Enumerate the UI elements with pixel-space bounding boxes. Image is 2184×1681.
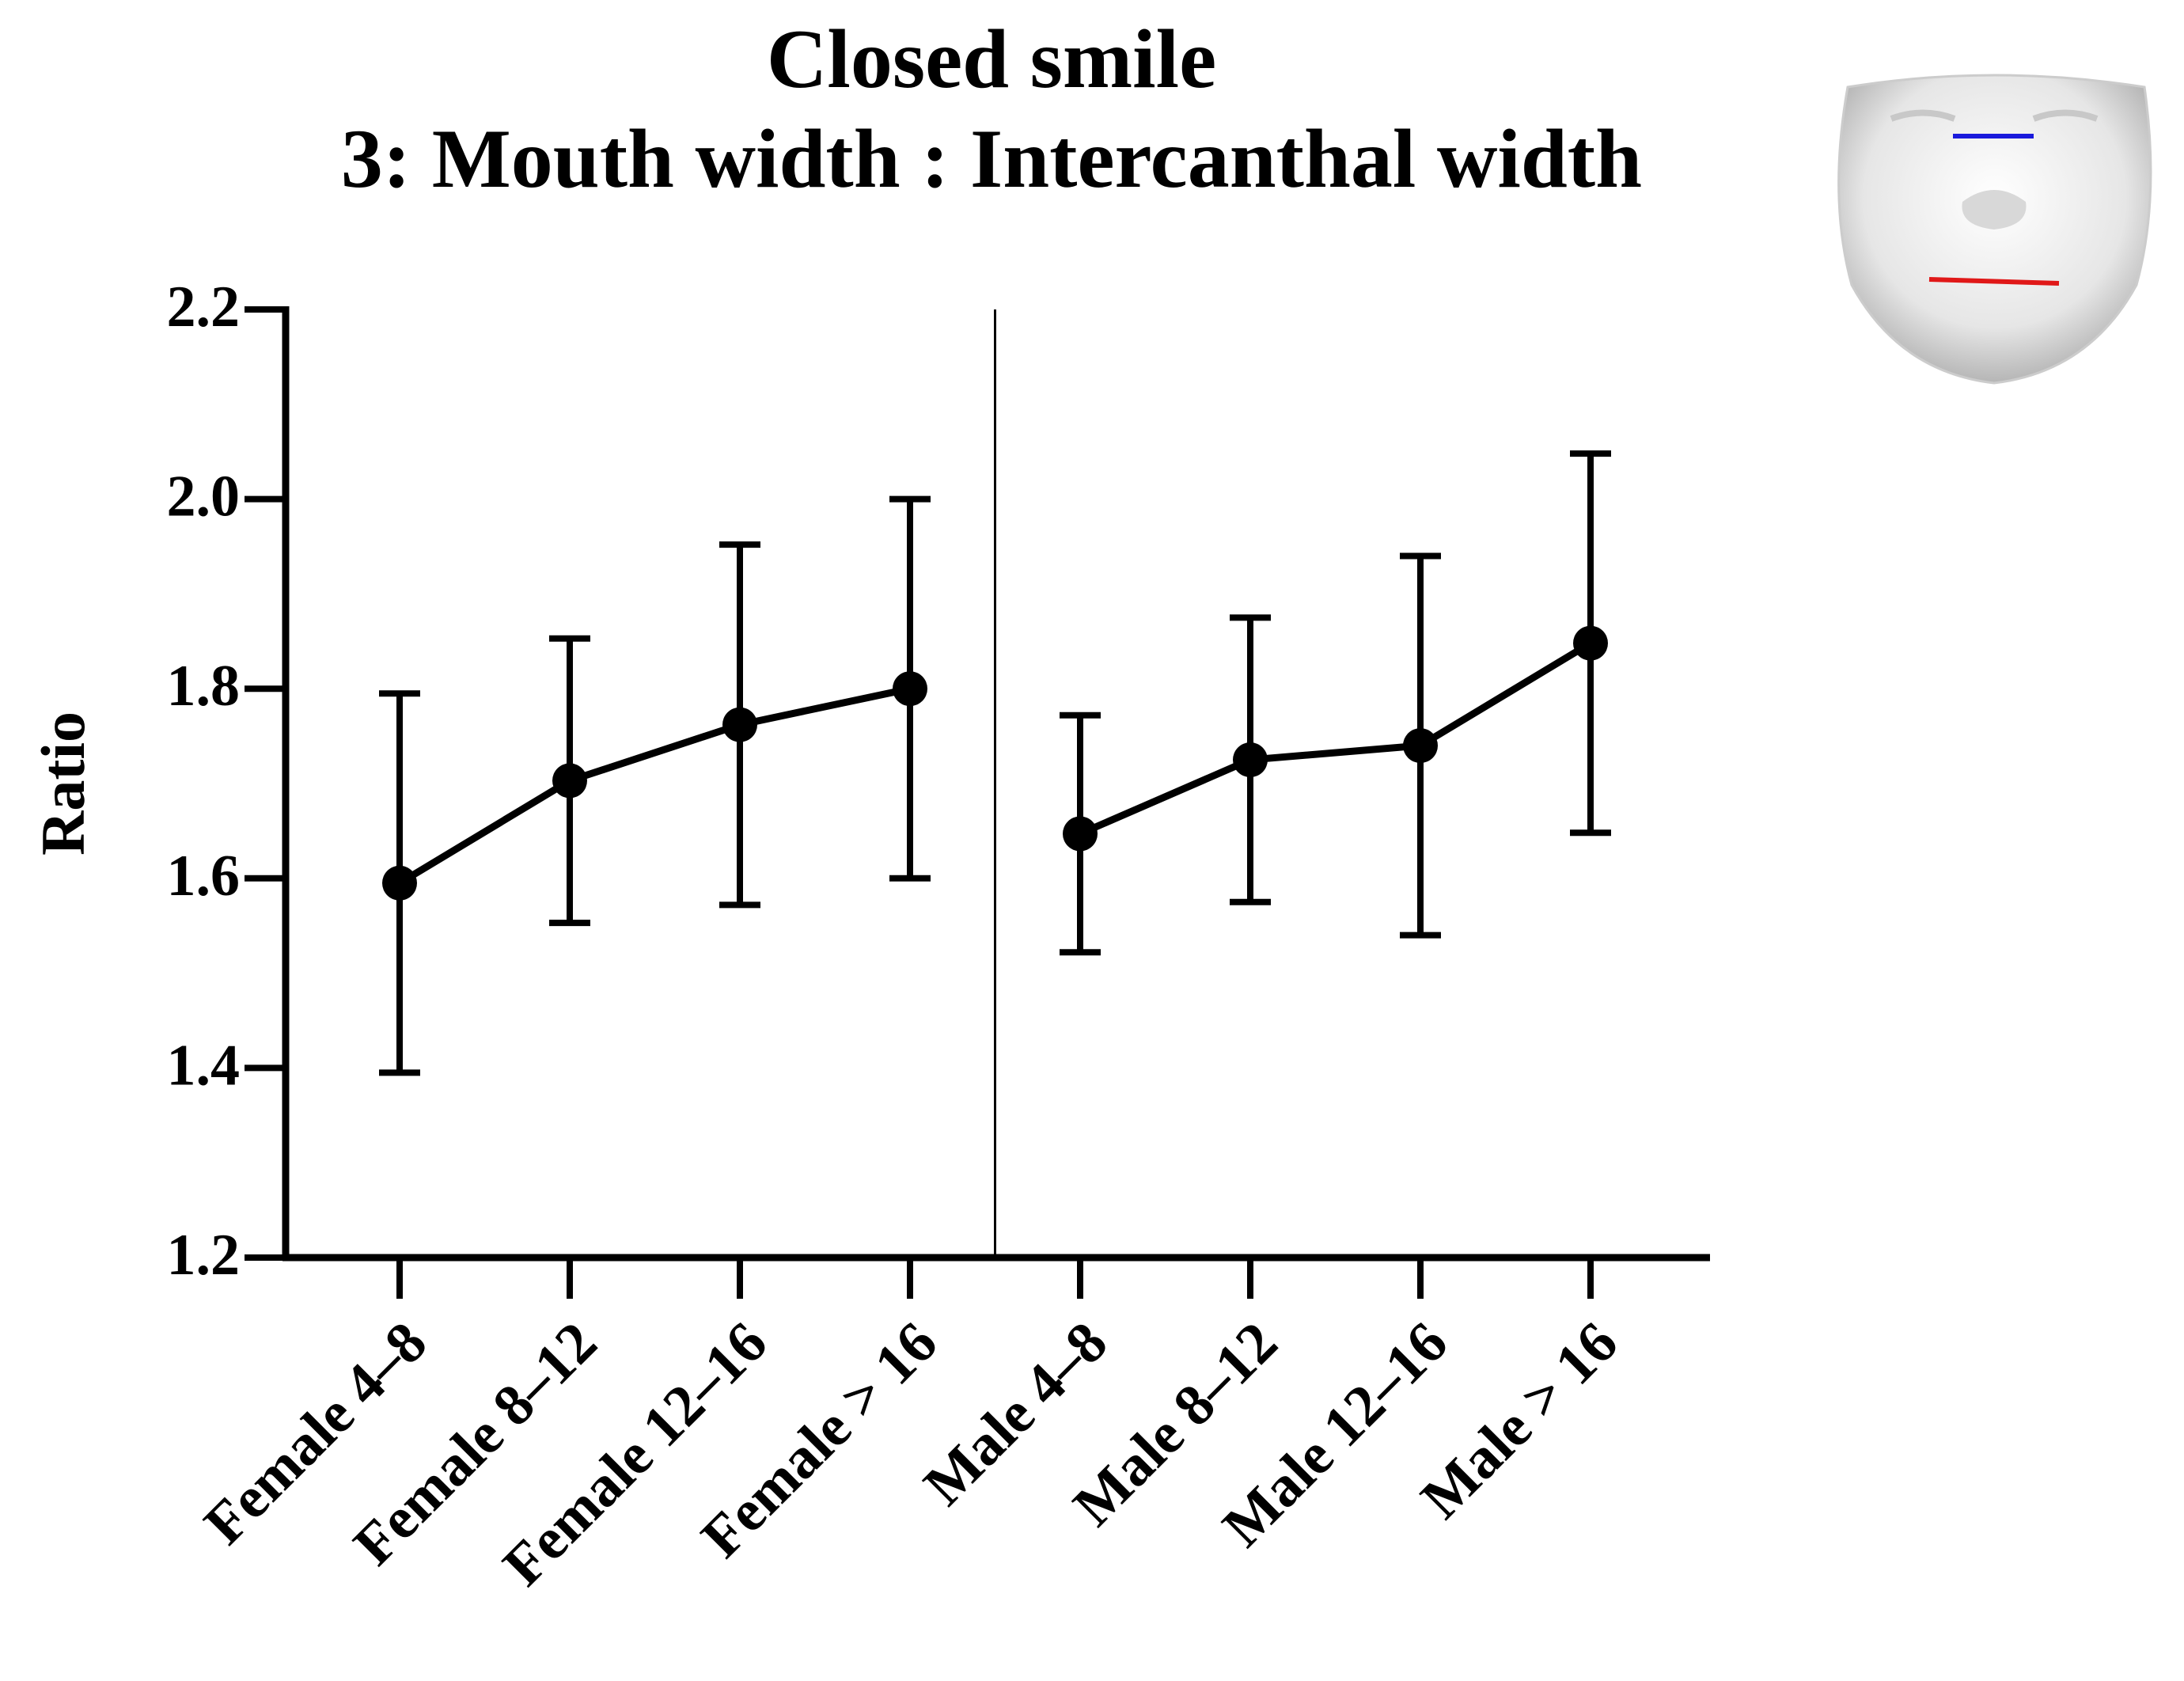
y-tick-label: 1.6 (167, 844, 241, 909)
y-axis-label: Ratio (28, 711, 97, 856)
data-point (1233, 742, 1268, 778)
data-point (1063, 816, 1098, 852)
data-point (382, 865, 417, 901)
series-line (1079, 639, 1593, 837)
y-tick-label: 1.8 (167, 654, 241, 719)
series-line (397, 685, 911, 886)
y-tick-label: 1.2 (167, 1223, 241, 1288)
face-illustration (1837, 74, 2152, 385)
data-point (552, 763, 587, 799)
data-point (1573, 625, 1608, 661)
y-tick-label: 2.2 (167, 275, 241, 340)
data-point (722, 707, 757, 742)
y-tick-label: 1.4 (167, 1033, 241, 1098)
data-point (1403, 728, 1438, 764)
chart-subtitle: 3: Mouth width : Intercanthal width (341, 112, 1642, 205)
chart-title: Closed smile (767, 13, 1216, 105)
y-tick-label: 2.0 (167, 465, 241, 529)
data-point (893, 671, 927, 707)
